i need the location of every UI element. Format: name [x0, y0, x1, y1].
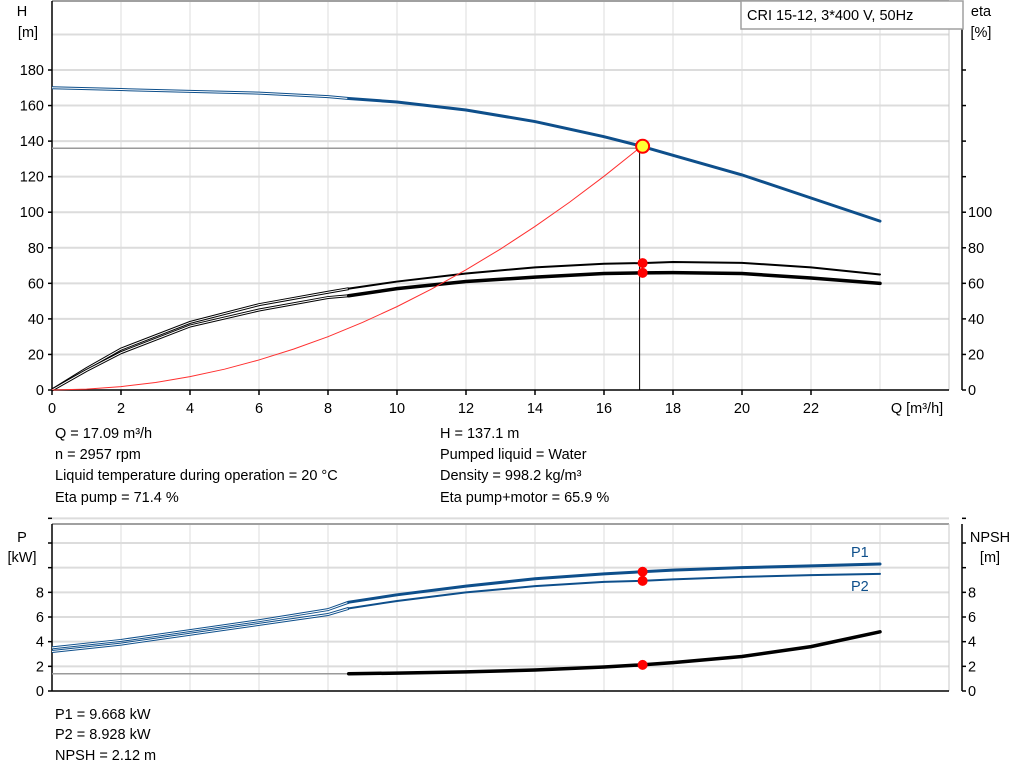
operating-point-head: [635, 138, 651, 154]
x-tick-label: 16: [596, 401, 612, 417]
info-q: Q = 17.09 m³/h: [55, 426, 153, 442]
y-tick-label-left: 120: [20, 170, 44, 186]
operating-point-eta-total: [637, 267, 648, 278]
x-tick-label: 2: [117, 401, 125, 417]
info-speed: n = 2957 rpm: [55, 447, 141, 463]
y-tick-label-right: 4: [968, 635, 976, 651]
info-eta-total: Eta pump+motor = 65.9 %: [440, 490, 610, 506]
y-tick-label-left: 0: [36, 383, 44, 399]
series-P2-extrapolated-inner: [51, 607, 349, 653]
y-tick-label-right: 60: [968, 276, 984, 292]
y-tick-label-right: 100: [968, 205, 992, 221]
y-tick-label-right: 40: [968, 312, 984, 328]
series-eta-pump: [347, 260, 881, 290]
info-npsh: NPSH = 2.12 m: [55, 748, 157, 764]
y-tick-label-left: 8: [36, 585, 44, 601]
y-tick-label-right: 6: [968, 610, 976, 626]
x-tick-label: 4: [186, 401, 194, 417]
info-eta-pump: Eta pump = 71.4 %: [55, 490, 179, 506]
title-box: [740, 0, 964, 30]
series-P1-extrapolated-inner: [51, 601, 349, 649]
x-tick-label: 8: [324, 401, 332, 417]
y-tick-label-left: 20: [28, 347, 44, 363]
operating-point-NPSH: [637, 659, 648, 670]
x-tick-label: 6: [255, 401, 263, 417]
info-density: Density = 998.2 kg/m³: [440, 468, 582, 484]
y-tick-label-left: 2: [36, 659, 44, 675]
operating-point-P2: [637, 575, 648, 586]
y-tick-label-right: 0: [968, 684, 976, 700]
y-tick-label-left: 160: [20, 99, 44, 115]
operating-point-eta-pump: [637, 258, 648, 269]
series-H: [347, 96, 882, 223]
y-tick-label-right: 2: [968, 659, 976, 675]
chart-title: CRI 15-12, 3*400 V, 50Hz: [747, 8, 913, 24]
y-tick-label-left: 140: [20, 134, 44, 150]
series-label-P2: P2: [851, 579, 869, 595]
y-tick-label-left: 180: [20, 63, 44, 79]
info-temperature: Liquid temperature during operation = 20…: [55, 468, 338, 484]
y-axis-name-left: H: [17, 4, 27, 20]
info-liquid: Pumped liquid = Water: [440, 447, 587, 463]
x-tick-label: 12: [458, 401, 474, 417]
y-axis-unit-right: [m]: [980, 550, 1000, 566]
y-tick-label-left: 60: [28, 276, 44, 292]
y-tick-label-left: 4: [36, 635, 44, 651]
y-axis-unit-right: [%]: [971, 25, 992, 41]
x-axis-label: Q [m³/h]: [891, 401, 943, 417]
series-label-P1: P1: [851, 545, 869, 561]
info-p1: P1 = 9.668 kW: [55, 707, 151, 723]
y-tick-label-left: 40: [28, 312, 44, 328]
y-axis-unit-left: [m]: [18, 25, 38, 41]
series-P1: [347, 562, 882, 604]
series-eta-pump-motor-extrapolated-inner: [51, 295, 349, 391]
series-P2: [347, 572, 881, 610]
y-axis-name-left: P: [17, 530, 27, 546]
y-tick-label-left: 100: [20, 205, 44, 221]
y-tick-label-right: 0: [968, 383, 976, 399]
y-tick-label-left: 0: [36, 684, 44, 700]
series-system-curve: [51, 145, 643, 391]
x-tick-label: 20: [734, 401, 750, 417]
x-tick-label: 22: [803, 401, 819, 417]
x-tick-label: 0: [48, 401, 56, 417]
info-p2: P2 = 8.928 kW: [55, 727, 151, 743]
y-tick-label-right: 20: [968, 347, 984, 363]
y-axis-unit-left: [kW]: [8, 550, 37, 566]
x-tick-label: 10: [389, 401, 405, 417]
x-tick-label: 14: [527, 401, 543, 417]
series-eta-pump-motor-extrapolated: [51, 294, 349, 392]
info-head: H = 137.1 m: [440, 426, 520, 442]
y-axis-name-right: eta: [971, 4, 992, 20]
y-tick-label-right: 80: [968, 241, 984, 257]
y-tick-label-left: 80: [28, 241, 44, 257]
series-H-extrapolated-inner: [51, 87, 349, 99]
x-tick-label: 18: [665, 401, 681, 417]
y-axis-name-right: NPSH: [970, 530, 1010, 546]
series-eta-pump-motor: [346, 270, 882, 298]
y-tick-label-right: 8: [968, 585, 976, 601]
y-tick-label-left: 6: [36, 610, 44, 626]
series-NPSH: [346, 630, 882, 676]
series-eta-pump-extrapolated-inner: [51, 288, 349, 391]
operating-point-P1: [637, 566, 648, 577]
